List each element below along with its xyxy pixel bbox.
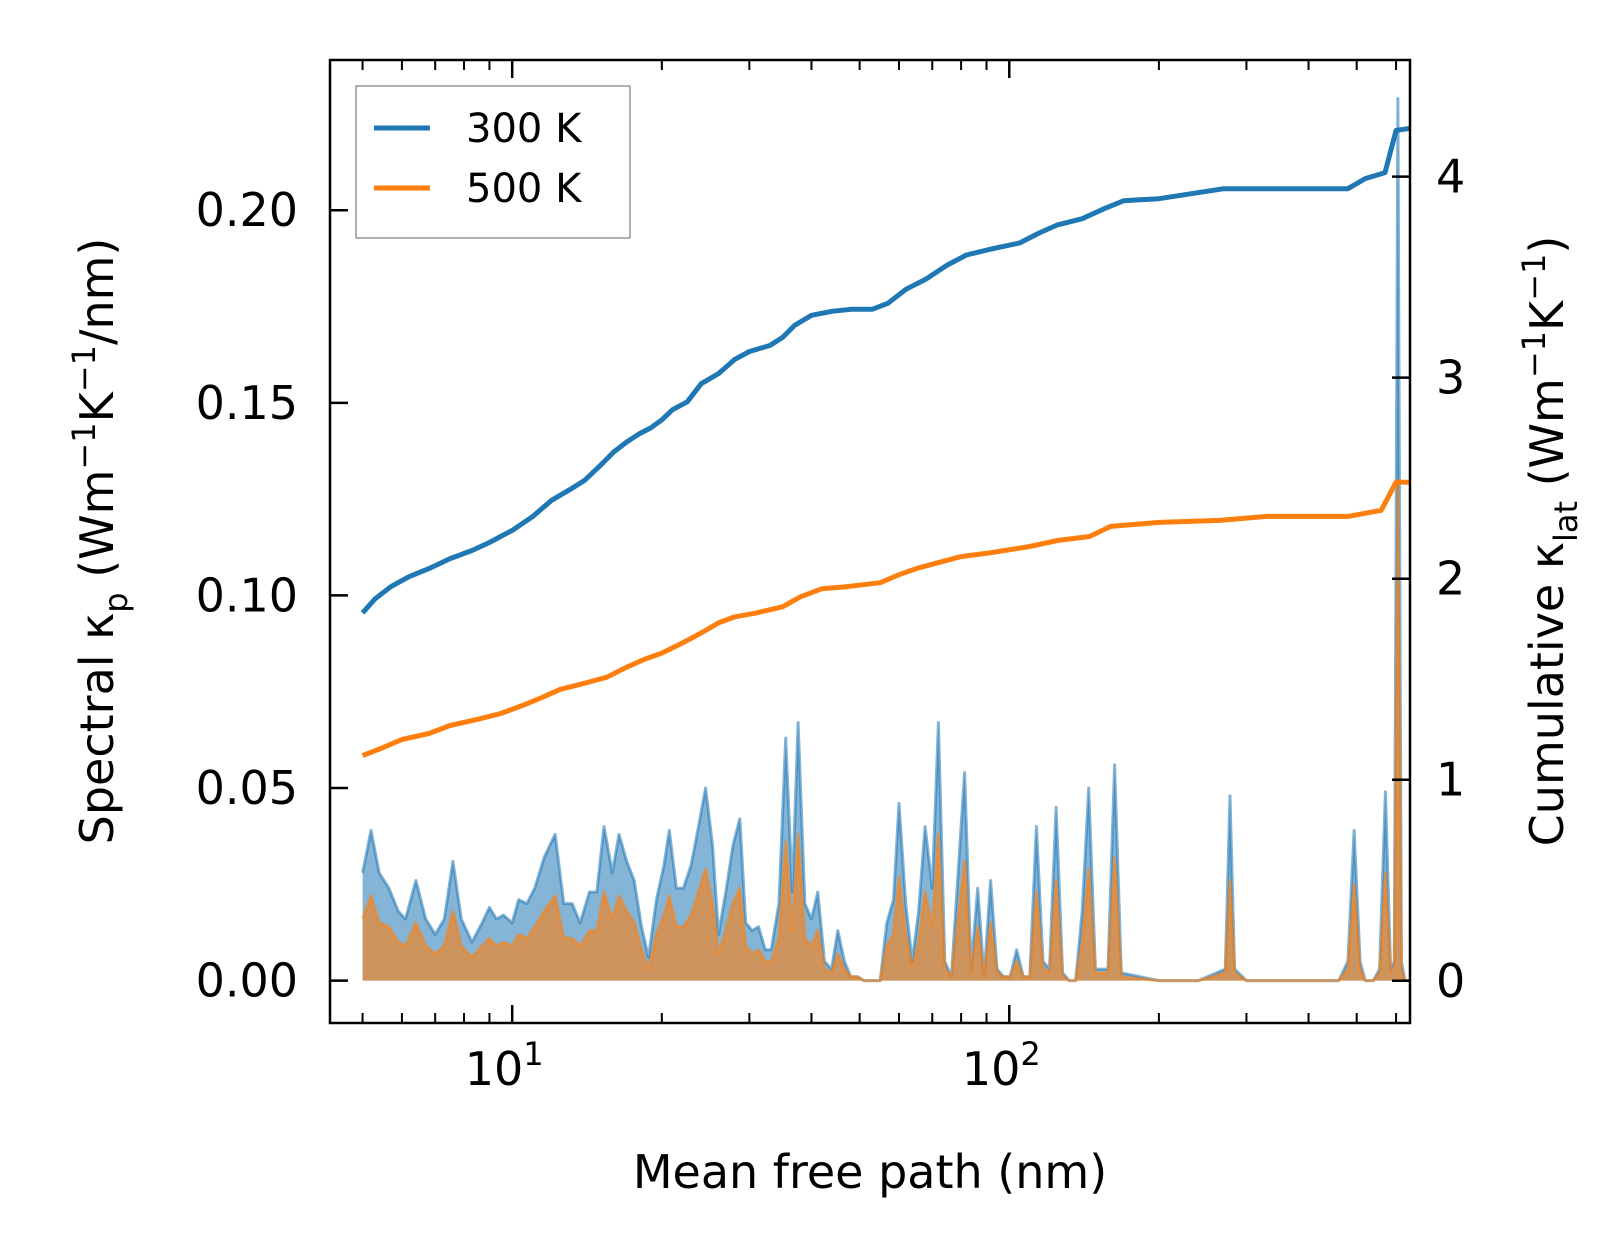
x-tick-label: 102 — [962, 1035, 1041, 1096]
y-right-tick-label: 0 — [1436, 954, 1465, 1008]
cumulative-line-300k — [360, 125, 1410, 615]
y-left-tick-label: 0.10 — [196, 568, 298, 622]
y-right-tick-label: 1 — [1436, 753, 1465, 807]
legend-frame — [355, 85, 631, 239]
y-left-tick-label: 0.05 — [196, 761, 298, 815]
legend-label-300k: 300 K — [466, 106, 583, 152]
axes-layer: 101 102 0.00 0.05 0.10 0.15 0.20 0 1 2 3 4 — [196, 60, 1465, 1096]
x-axis-label: Mean free path (nm) — [633, 1145, 1107, 1199]
y-left-tick-label: 0.00 — [196, 954, 298, 1008]
y-axis-label-left: Spectral κp (Wm−1K−1/nm) — [65, 238, 135, 845]
y-right-tick-label: 2 — [1436, 552, 1465, 606]
cumulative-layer — [360, 125, 1410, 758]
legend: 300 K 500 K — [355, 85, 631, 239]
cumulative-line-500k — [361, 479, 1410, 758]
spectral-line-500k — [361, 478, 1410, 983]
spectral-layer — [361, 97, 1410, 983]
plot-frame — [328, 58, 1412, 1025]
y-left-tick-label: 0.15 — [196, 376, 298, 430]
y-right-tick-label: 4 — [1436, 150, 1465, 204]
x-tick-label: 101 — [465, 1035, 544, 1096]
y-axis-label-right: Cumulative κlat (Wm−1K−1) — [1515, 236, 1585, 847]
y-left-tick-label: 0.20 — [196, 183, 298, 237]
legend-label-500k: 500 K — [466, 166, 583, 212]
y-right-tick-label: 3 — [1436, 351, 1465, 405]
